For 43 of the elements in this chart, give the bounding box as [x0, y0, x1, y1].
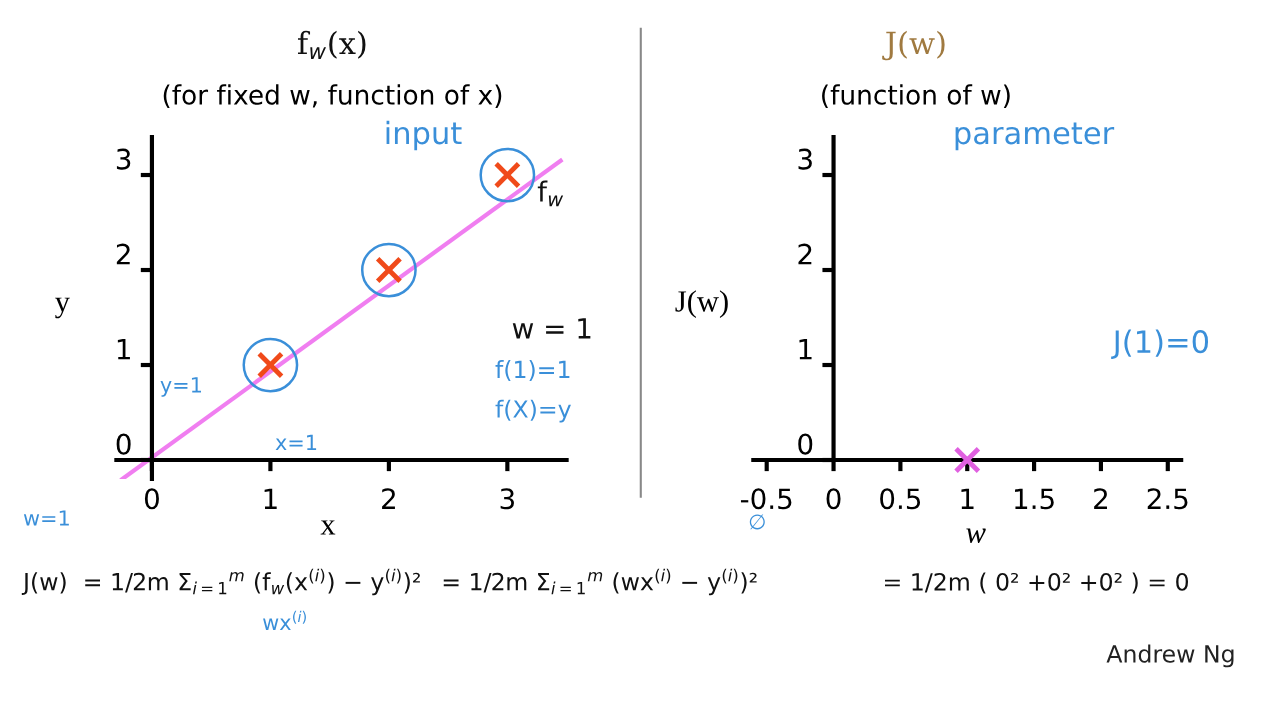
x-axis-title: w: [966, 528, 986, 543]
text: J(w) = 1/2m Σ$_{i=1}$$^{m}$ (f$_{w}$(x$^{(i)}$) − y$^{(i)}$)²: [21, 568, 420, 596]
x-tick-label: 3: [500, 488, 514, 510]
annotation: y=1: [160, 377, 201, 397]
y-axis-title: y: [55, 297, 70, 319]
chart-subtitle: (function of w): [822, 84, 1010, 108]
text: w=1: [23, 510, 69, 526]
x-tick-label: 2.5: [1147, 488, 1188, 510]
chart-subtitle: (for fixed w, function of x): [163, 84, 502, 108]
x-tick-label: 2: [382, 488, 395, 509]
y-tick-label: 2: [116, 243, 130, 265]
x-tick-label: 0: [826, 488, 841, 510]
x-tick-label: 0: [144, 488, 159, 510]
y-tick-label: 3: [116, 148, 131, 170]
annotation: w = 1: [512, 318, 591, 339]
annotation: x=1: [275, 434, 317, 450]
x-tick-label: 1.5: [1015, 488, 1054, 510]
y-tick-label: 2: [798, 243, 812, 265]
y-tick-label: 1: [799, 338, 812, 360]
x-tick-label: -0.5: [740, 488, 792, 510]
y-tick-label: 0: [798, 433, 813, 455]
text: = 1/2m ( 0² +0² +0² ) = 0: [885, 572, 1189, 594]
text: ∅: [749, 514, 765, 530]
annotation: f$_{w}$: [537, 180, 564, 207]
text: = 1/2m Σ$_{i=1}$$^{m}$ (wx$^{(i)}$ − y$^{(i)}$)²: [443, 568, 757, 596]
y-axis-title: J(w): [675, 290, 728, 318]
annotation: parameter: [955, 122, 1115, 151]
chart-title: J(w): [882, 30, 945, 61]
annotation: J(1)=0: [1111, 329, 1209, 359]
annotation: f(1)=1: [495, 360, 570, 382]
x-tick-label: 0.5: [880, 488, 921, 510]
text: wx$^{(i)}$: [263, 610, 306, 630]
chart-title: f$_{w}$(x): [297, 30, 366, 60]
x-tick-label: 2: [1094, 488, 1107, 509]
x-tick-label: 1: [961, 488, 974, 509]
y-tick-label: 0: [116, 433, 131, 455]
annotation: input: [386, 120, 462, 151]
text: Andrew Ng: [1106, 644, 1234, 668]
y-tick-label: 3: [798, 148, 812, 170]
annotation: f(X)=y: [495, 399, 571, 423]
y-tick-label: 1: [117, 338, 130, 360]
x-tick-label: 1: [264, 488, 277, 509]
x-axis-title: x: [320, 520, 336, 535]
